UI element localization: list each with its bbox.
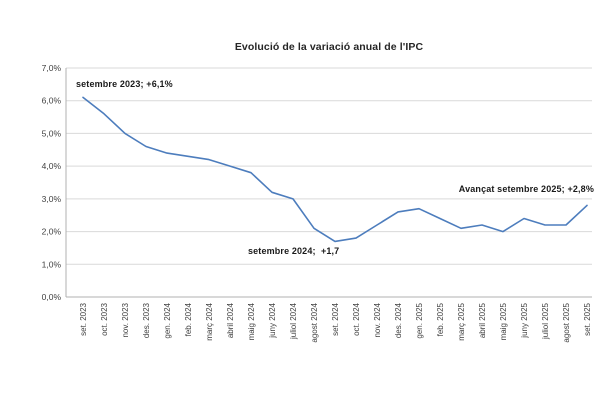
- x-axis-label: nov. 2024: [373, 302, 382, 337]
- x-axis-label: març 2025: [457, 302, 466, 340]
- x-axis-label: nov. 2023: [121, 302, 130, 337]
- x-axis-label: des. 2023: [142, 302, 151, 338]
- x-axis-label: des. 2024: [394, 302, 403, 338]
- x-axis-label: juny 2024: [268, 302, 277, 338]
- annotation-september-2023: setembre 2023; +6,1%: [76, 79, 173, 89]
- x-axis-label: juliol 2024: [289, 302, 298, 340]
- ipc-series-line: [82, 96, 588, 243]
- annotation-september-2025: Avançat setembre 2025; +2,8%: [458, 184, 594, 194]
- y-axis-label: 7,0%: [42, 63, 62, 73]
- x-axis-label: juliol 2025: [541, 302, 550, 340]
- y-axis-label: 4,0%: [42, 161, 62, 171]
- x-axis-label: feb. 2024: [184, 302, 193, 336]
- x-axis-label: abril 2024: [226, 302, 235, 338]
- y-axis-label: 2,0%: [42, 227, 62, 237]
- x-axis-label: set. 2025: [583, 302, 592, 335]
- x-axis-label: agost 2025: [562, 302, 571, 342]
- x-axis-label: set. 2023: [79, 302, 88, 335]
- y-axis-label: 6,0%: [42, 96, 62, 106]
- y-axis-label: 3,0%: [42, 194, 62, 204]
- y-axis-label: 0,0%: [42, 292, 62, 302]
- x-axis-label: oct. 2024: [352, 302, 361, 335]
- chart-title: Evolució de la variació anual de l'IPC: [234, 41, 424, 53]
- x-axis-label: maig 2024: [247, 302, 256, 340]
- x-axis-label: abril 2025: [478, 302, 487, 338]
- annotation-september-2024: setembre 2024; +1,7: [248, 246, 340, 256]
- x-axis-label: set. 2024: [331, 302, 340, 335]
- x-axis-label: maig 2025: [499, 302, 508, 340]
- x-axis-label: gen. 2024: [163, 302, 172, 338]
- x-axis-label: agost 2024: [310, 302, 319, 342]
- x-axis-label: gen. 2025: [415, 302, 424, 338]
- x-axis-label: oct. 2023: [100, 302, 109, 335]
- x-axis-label: març 2024: [205, 302, 214, 340]
- x-axis-label: juny 2025: [520, 302, 529, 338]
- y-axis-label: 1,0%: [42, 259, 62, 269]
- x-axis-label: feb. 2025: [436, 302, 445, 336]
- y-axis-label: 5,0%: [42, 128, 62, 138]
